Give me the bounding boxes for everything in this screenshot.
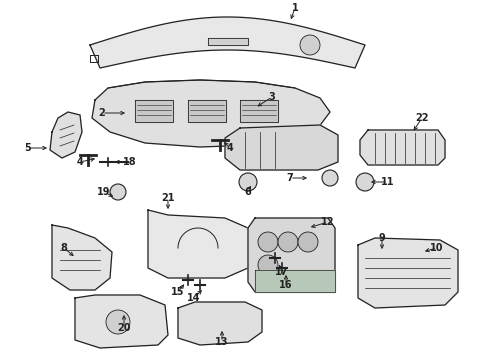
Polygon shape: [178, 302, 262, 345]
Polygon shape: [92, 80, 330, 147]
Circle shape: [258, 232, 278, 252]
Text: 7: 7: [287, 173, 294, 183]
Polygon shape: [208, 38, 248, 45]
Circle shape: [106, 310, 130, 334]
Polygon shape: [248, 218, 335, 292]
Text: 2: 2: [98, 108, 105, 118]
Text: 18: 18: [123, 157, 137, 167]
Polygon shape: [52, 225, 112, 290]
Text: 19: 19: [97, 187, 111, 197]
Polygon shape: [240, 100, 278, 122]
Text: 4: 4: [76, 157, 83, 167]
Polygon shape: [225, 125, 338, 170]
Text: 21: 21: [161, 193, 175, 203]
Text: 12: 12: [321, 217, 335, 227]
Text: 4: 4: [227, 143, 233, 153]
Circle shape: [300, 35, 320, 55]
Text: 9: 9: [379, 233, 385, 243]
Circle shape: [278, 232, 298, 252]
Text: 15: 15: [171, 287, 185, 297]
Polygon shape: [255, 270, 335, 292]
Text: 22: 22: [415, 113, 429, 123]
Text: 10: 10: [430, 243, 444, 253]
Polygon shape: [50, 112, 82, 158]
Text: 3: 3: [269, 92, 275, 102]
Polygon shape: [358, 238, 458, 308]
Text: 13: 13: [215, 337, 229, 347]
Text: 5: 5: [24, 143, 31, 153]
Text: 1: 1: [292, 3, 298, 13]
Text: 11: 11: [381, 177, 395, 187]
Text: 17: 17: [275, 267, 289, 277]
Text: 14: 14: [187, 293, 201, 303]
Circle shape: [239, 173, 257, 191]
Text: 16: 16: [279, 280, 293, 290]
Polygon shape: [75, 295, 168, 348]
Circle shape: [258, 255, 278, 275]
Text: 6: 6: [245, 187, 251, 197]
Circle shape: [356, 173, 374, 191]
Text: 20: 20: [117, 323, 131, 333]
Circle shape: [322, 170, 338, 186]
Circle shape: [110, 184, 126, 200]
Polygon shape: [135, 100, 173, 122]
Circle shape: [298, 232, 318, 252]
Polygon shape: [148, 210, 255, 278]
Text: 8: 8: [61, 243, 68, 253]
Polygon shape: [90, 17, 365, 68]
Polygon shape: [188, 100, 226, 122]
Polygon shape: [360, 130, 445, 165]
